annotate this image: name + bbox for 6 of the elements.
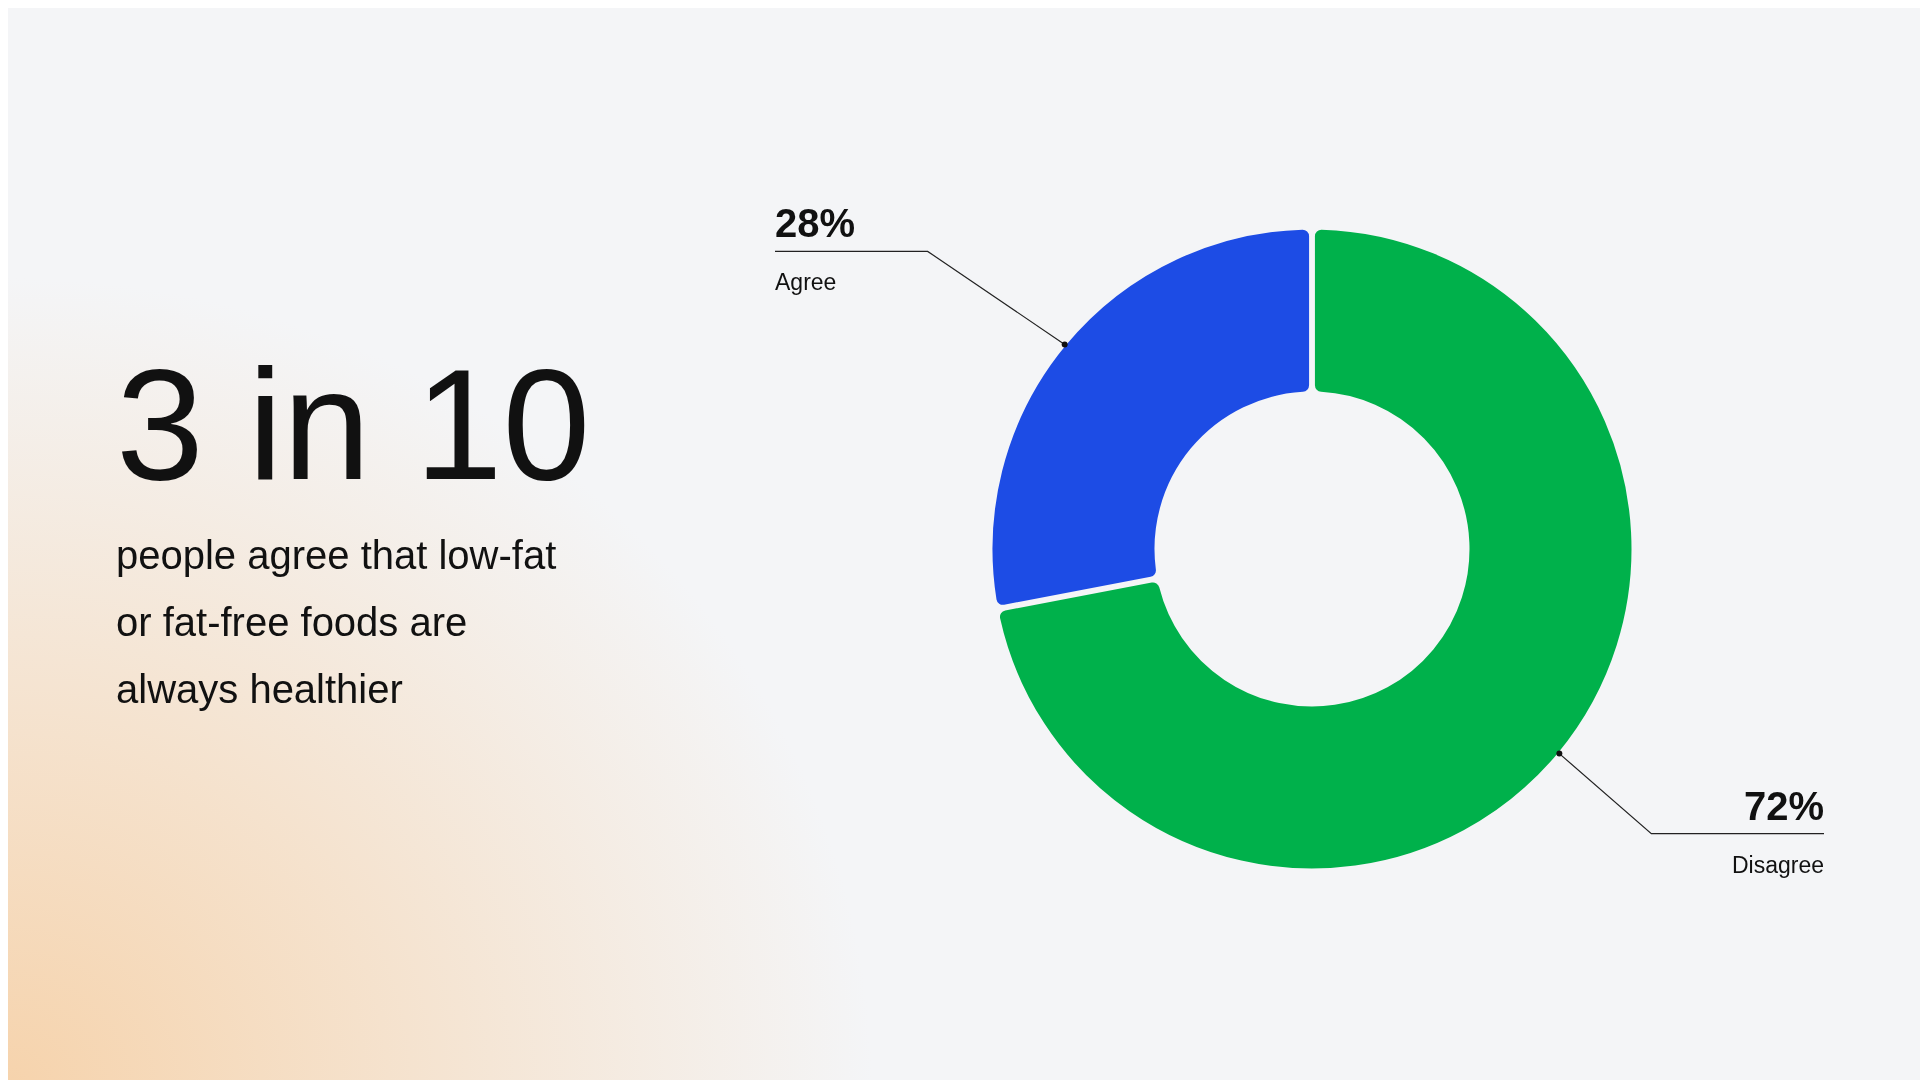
slice-label: Disagree <box>1731 851 1824 878</box>
data-label: 72% <box>1743 783 1824 828</box>
text: 3 in 10 <box>116 336 591 512</box>
data-label: 28% <box>775 201 856 246</box>
text: people agree that low-fat or fat-free foods are always healthier <box>116 533 557 711</box>
slice-label: Agree <box>775 269 837 296</box>
